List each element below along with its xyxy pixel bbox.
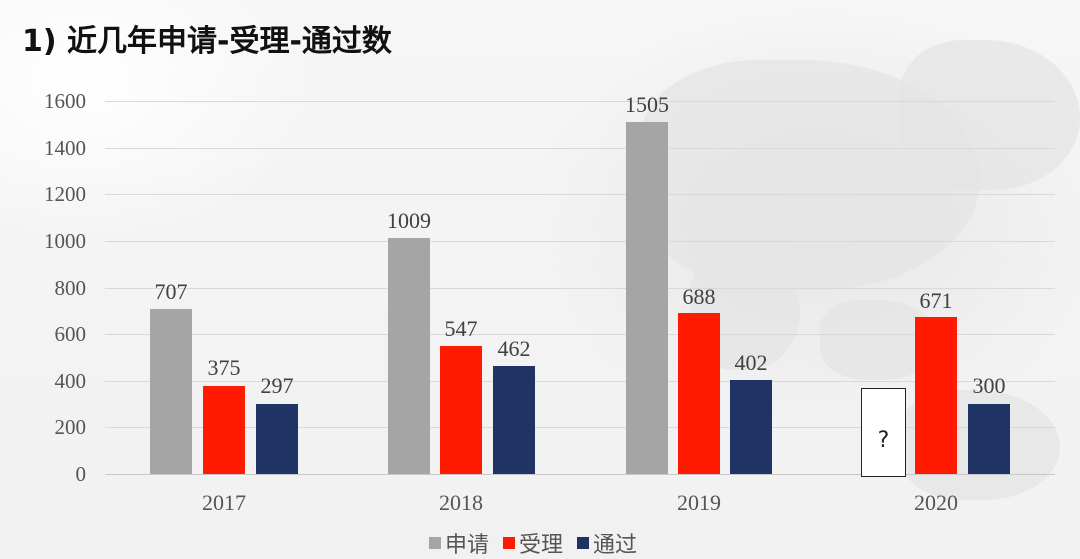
bar-2017-approved — [256, 404, 298, 474]
bar-value-label: 297 — [260, 373, 294, 398]
bar-2017-apply — [150, 309, 192, 474]
bar-2017-accepted — [203, 386, 245, 474]
bar-value-label: 688 — [682, 284, 716, 309]
bar-2018-approved — [493, 366, 535, 474]
unknown-apply-box-2020: ? — [861, 388, 906, 477]
legend-label: 受理 — [519, 533, 564, 558]
bar-value-label: 1505 — [625, 92, 669, 117]
y-tick-label: 1000 — [44, 229, 86, 253]
legend-item-accepted: 受理 — [503, 527, 563, 559]
bar-value-label: 1009 — [387, 208, 431, 233]
bar-value-label: 402 — [734, 350, 768, 375]
legend-swatch-accepted — [503, 537, 516, 549]
x-tick-label: 2018 — [439, 490, 483, 515]
gridline-1400 — [105, 148, 1055, 149]
legend-swatch-apply — [429, 537, 441, 549]
gridline-200 — [105, 427, 1055, 428]
bar-value-label: 547 — [444, 316, 478, 341]
gridline-400 — [105, 381, 1055, 382]
y-tick-label: 1400 — [44, 136, 86, 160]
bar-value-label: 671 — [919, 288, 953, 313]
y-tick-label: 1600 — [44, 89, 86, 113]
page-title: 1) 近几年申请-受理-通过数 — [22, 24, 392, 59]
legend-label: 通过 — [593, 533, 638, 558]
chart-legend: 申请 受理 通过 — [429, 527, 637, 559]
legend-item-apply: 申请 — [429, 527, 489, 559]
gridline-1000 — [105, 241, 1055, 242]
y-tick-label: 200 — [54, 415, 87, 439]
x-tick-label: 2020 — [914, 490, 958, 515]
bar-2018-accepted — [440, 346, 482, 474]
legend-item-approved: 通过 — [577, 527, 637, 559]
y-tick-label: 800 — [54, 276, 87, 300]
bar-2018-apply — [388, 238, 430, 474]
bar-2019-apply — [626, 122, 668, 474]
x-axis-baseline — [105, 474, 1055, 475]
bar-2019-approved — [730, 380, 772, 474]
x-tick-label: 2017 — [202, 490, 246, 515]
bar-2019-accepted — [678, 313, 720, 474]
gridline-1600 — [105, 101, 1055, 102]
y-tick-label: 1200 — [44, 182, 86, 206]
bar-2020-approved — [968, 404, 1010, 474]
question-mark: ? — [877, 428, 890, 453]
bar-value-label: 300 — [972, 373, 1006, 398]
bar-value-label: 375 — [207, 355, 241, 380]
gridline-800 — [105, 288, 1055, 289]
bar-value-label: 462 — [497, 336, 531, 361]
map-backdrop-east — [900, 40, 1080, 190]
y-tick-label: 600 — [54, 322, 87, 346]
legend-label: 申请 — [445, 533, 490, 558]
y-tick-label: 400 — [54, 369, 87, 393]
bar-value-label: 707 — [154, 279, 188, 304]
bar-2020-accepted — [915, 317, 957, 474]
gridline-600 — [105, 334, 1055, 335]
gridline-1200 — [105, 194, 1055, 195]
y-tick-label: 0 — [75, 462, 87, 486]
legend-swatch-approved — [577, 537, 590, 549]
x-tick-label: 2019 — [677, 490, 721, 515]
